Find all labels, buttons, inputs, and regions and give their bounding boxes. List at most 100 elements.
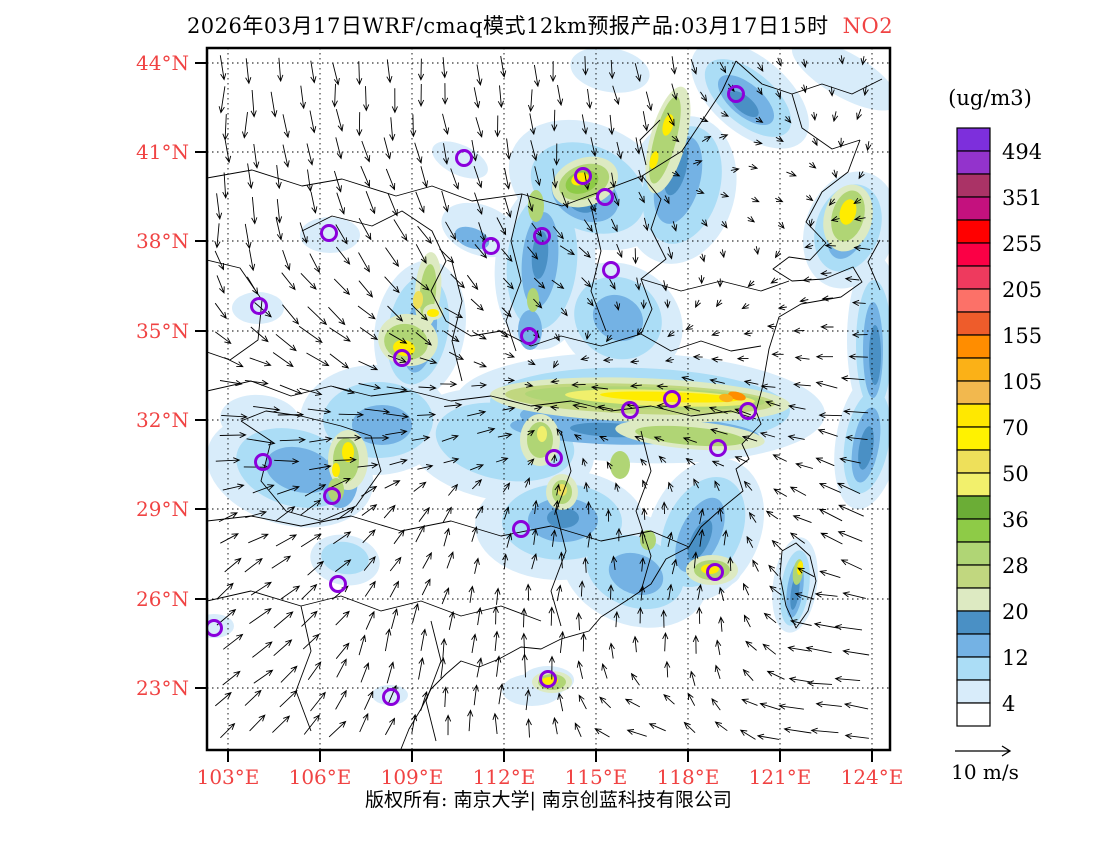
city-marker [539,670,557,688]
lon-axis-label: 121°E [749,765,812,789]
pollution-blob [527,288,539,312]
colorbar-cell [956,472,991,497]
colorbar-cell [956,334,991,359]
city-marker [739,402,757,420]
title-pollutant-label: NO2 [842,14,894,38]
city-marker [709,439,727,457]
colorbar-cell [956,173,991,198]
city-marker [520,327,538,345]
pollution-blob [791,48,890,111]
pollution-blob [427,309,439,317]
city-marker [596,188,614,206]
boundary-line [207,380,757,420]
map-boundaries [207,60,883,750]
pollution-blob [537,426,547,442]
colorbar-cell [956,633,991,658]
colorbar-value-label: 28 [1002,554,1029,578]
pollution-blob [719,393,733,403]
lat-axis-label: 29°N [136,497,189,521]
city-marker [545,449,563,467]
colorbar-cell [956,610,991,635]
colorbar-cell [956,564,991,589]
pollution-blob [454,226,490,250]
colorbar-cell [956,403,991,428]
colorbar-value-label: 50 [1002,462,1029,486]
pollution-blob [687,519,713,561]
colorbar-value-label: 12 [1002,646,1029,670]
pollution-contours [207,48,890,706]
boundary-line [867,239,881,291]
boundary-line [779,542,817,629]
city-marker [393,349,411,367]
colorbar-cell [956,426,991,451]
colorbar-value-label: 4 [1002,692,1015,716]
pollution-blob [300,217,360,253]
pollution-blob [432,141,488,179]
city-marker [455,149,473,167]
boundary-line [640,278,790,292]
boundary-line [207,590,542,622]
colorbar-cell [956,288,991,313]
city-marker [207,619,223,637]
colorbar-cell [956,127,991,152]
colorbar-value-label: 20 [1002,600,1029,624]
city-marker [602,261,620,279]
wind-vector-arrows [214,55,872,740]
colorbar: 494 351 255 205 155 105 70 50 36 28 20 12 4 [956,127,1042,727]
colorbar-cell [956,656,991,681]
city-marker [329,575,347,593]
colorbar-cell [956,242,991,267]
copyright-text: 版权所有: 南京大学| 南京创蓝科技有限公司 [365,789,732,811]
pollution-blob [342,442,354,462]
boundary-line [791,93,861,150]
city-marker [533,227,551,245]
colorbar-value-label: 351 [1002,186,1042,210]
colorbar-cell [956,219,991,244]
map-border [205,46,892,752]
colorbar-value-label: 70 [1002,416,1029,440]
pollution-blob [570,48,650,93]
boundary-line [635,430,652,592]
colorbar-value-label: 494 [1002,140,1042,164]
pollution-blob [701,564,719,574]
colorbar-cell [956,380,991,405]
colorbar-cell [956,587,991,612]
city-marker [250,297,268,315]
lon-axis-label: 118°E [657,765,720,789]
pollution-blob [610,451,630,479]
colorbar-cell [956,265,991,290]
city-marker [621,401,639,419]
colorbar-cell [956,357,991,382]
lat-axis-label: 35°N [136,319,189,343]
pollution-blob [649,151,659,169]
colorbar-cell [956,150,991,175]
colorbar-value-label: 205 [1002,278,1042,302]
pollution-blob [869,325,881,385]
pollution-blob [232,292,284,324]
colorbar-cell [956,679,991,704]
pollution-blob [412,291,424,309]
lat-axis-label: 44°N [136,51,189,75]
city-marker [706,563,724,581]
boundary-line [295,605,312,732]
colorbar-cell [956,311,991,336]
lat-axis-label: 32°N [136,408,189,432]
colorbar-cell [956,196,991,221]
pollution-blob [528,190,544,222]
lon-axis-label: 124°E [841,765,904,789]
city-marker [482,237,500,255]
pollution-blob [547,508,579,528]
lat-axis-label: 38°N [136,229,189,253]
boundary-line [451,261,463,382]
lon-axis-label: 103°E [197,765,260,789]
title-text: 2026年03月17日WRF/cmaq模式12km预报产品:03月17日15时 [186,14,829,38]
lat-axis-label: 41°N [136,140,189,164]
boundary-line [550,430,572,627]
pollution-blob [332,463,340,477]
city-marker [254,453,272,471]
city-marker [512,520,530,538]
colorbar-units-label: (ug/m3) [948,86,1032,110]
city-markers [207,85,757,706]
